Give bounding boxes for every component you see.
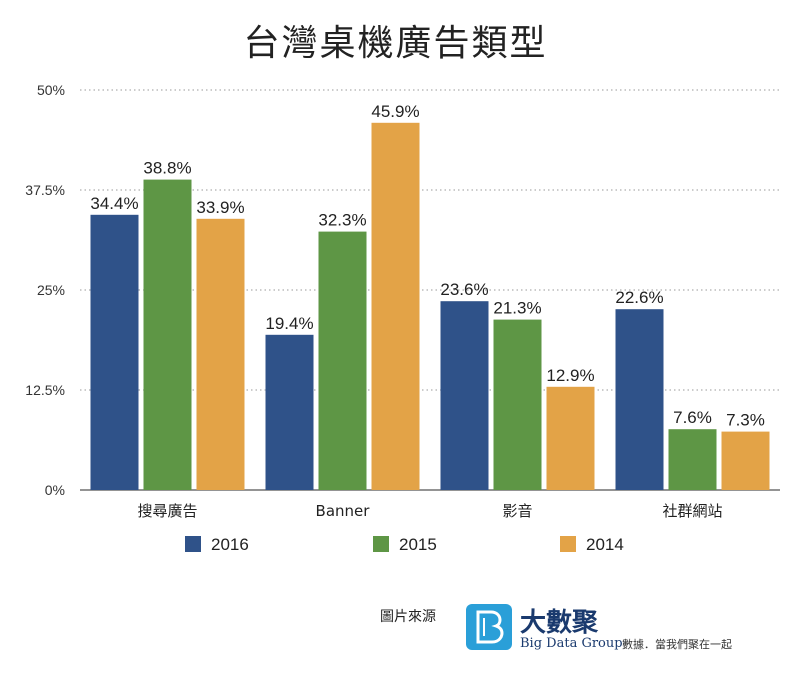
data-label: 7.3% — [726, 411, 765, 430]
legend-label: 2016 — [211, 535, 249, 554]
bar — [546, 386, 595, 490]
y-tick-labels: 0% 12.5% 25% 37.5% 50% — [25, 82, 65, 498]
bar — [318, 231, 367, 490]
logo-name: 大數聚 — [520, 608, 599, 638]
y-tick-label: 50% — [37, 82, 65, 98]
bar — [265, 334, 314, 490]
data-label: 23.6% — [440, 280, 488, 299]
y-tick-label: 0% — [45, 482, 65, 498]
bar — [371, 122, 420, 491]
legend: 2016 2015 2014 — [185, 535, 624, 554]
y-tick-label: 25% — [37, 282, 65, 298]
y-tick-label: 12.5% — [25, 382, 65, 398]
data-label: 7.6% — [673, 408, 712, 427]
bar — [493, 319, 542, 490]
data-label: 32.3% — [318, 211, 366, 230]
x-tick-label: 搜尋廣告 — [137, 502, 197, 520]
x-tick-label: 社群網站 — [662, 502, 722, 520]
data-label: 19.4% — [265, 314, 313, 333]
bar — [721, 431, 770, 490]
data-label: 34.4% — [90, 194, 138, 213]
data-label: 22.6% — [615, 288, 663, 307]
bar — [143, 179, 192, 490]
x-tick-label: Banner — [316, 502, 371, 520]
logo-english-name: Big Data Group — [520, 636, 623, 651]
bar-chart: 0%12.5%25%37.5%50% 34.4%38.8%33.9%19.4%3… — [25, 82, 780, 554]
legend-swatch — [373, 536, 389, 552]
bar — [440, 301, 489, 490]
legend-swatch — [185, 536, 201, 552]
brand-logo: 大數聚 Big Data Group 數據．當我們聚在一起 — [466, 602, 766, 662]
x-tick-label: 影音 — [502, 502, 532, 520]
legend-label: 2015 — [399, 535, 437, 554]
legend-label: 2014 — [586, 535, 624, 554]
x-tick-labels: 搜尋廣告 Banner 影音 社群網站 — [137, 502, 722, 520]
source-label: 圖片來源 — [380, 609, 436, 625]
bar — [615, 309, 664, 490]
data-label: 38.8% — [143, 159, 191, 178]
data-label: 12.9% — [546, 366, 594, 385]
chart-title: 台灣桌機廣告類型 — [243, 23, 548, 64]
bars: 34.4% 38.8% 33.9% 19.4% 32.3% 45.9% 23.6% 21.3%… — [90, 102, 770, 491]
legend-swatch — [560, 536, 576, 552]
bar — [196, 218, 245, 491]
data-label: 21.3% — [493, 299, 541, 318]
data-label: 33.9% — [196, 198, 244, 217]
data-label: 45.9% — [371, 102, 419, 121]
bar — [90, 214, 139, 491]
bar — [668, 429, 717, 490]
y-tick-label: 37.5% — [25, 182, 65, 198]
logo-slogan: 數據．當我們聚在一起 — [622, 638, 732, 651]
logo-b-icon — [466, 604, 512, 650]
